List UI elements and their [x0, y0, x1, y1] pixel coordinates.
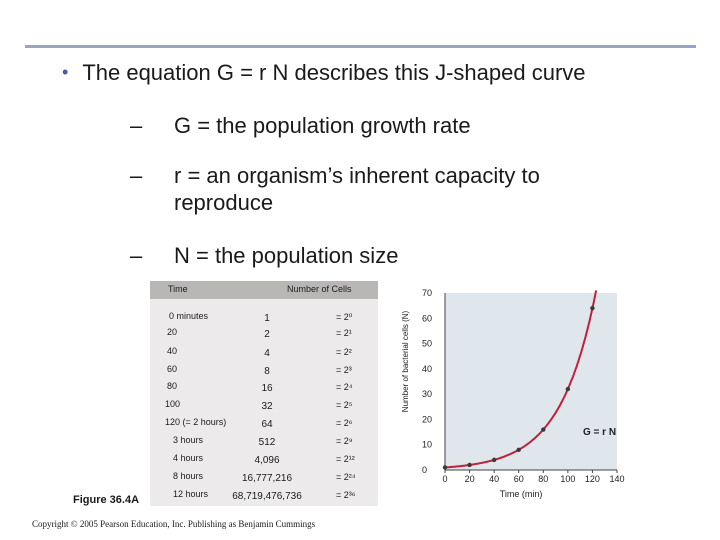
- x-tick-label: 20: [465, 474, 475, 484]
- table-cell-count: 1: [264, 313, 270, 324]
- table-cell-time: 20: [167, 327, 178, 337]
- table-cell-time: 80: [167, 381, 178, 391]
- table-cell-power: = 2⁹: [336, 436, 353, 446]
- y-tick-label: 0: [422, 465, 427, 475]
- table-cell-power: = 2⁵: [336, 400, 353, 410]
- sub-bullet-text: r = an organism’s inherent capacity to r…: [174, 163, 540, 215]
- y-tick-label: 40: [422, 364, 432, 374]
- main-bullet-text: The equation G = r N describes this J-sh…: [82, 60, 586, 85]
- sub-bullet-dash: –: [130, 163, 143, 188]
- table-header-cells: Number of Cells: [287, 284, 352, 294]
- data-point: [442, 465, 448, 470]
- table-cell-time: 4 hours: [173, 453, 204, 463]
- plot-area: [445, 293, 617, 470]
- x-axis-label: Time (min): [500, 489, 543, 499]
- table-header: Time Number of Cells: [150, 281, 378, 299]
- table-cell-count: 16: [261, 383, 273, 394]
- x-tick-label: 120: [585, 474, 600, 484]
- x-tick-label: 80: [538, 474, 548, 484]
- data-point: [516, 447, 521, 452]
- table-cell-time: 8 hours: [173, 471, 204, 481]
- y-tick-label: 30: [422, 389, 432, 399]
- table-cell-count: 4,096: [254, 455, 280, 466]
- data-point: [565, 386, 571, 392]
- x-tick-label: 40: [489, 474, 499, 484]
- copyright-text: Copyright © 2005 Pearson Education, Inc.…: [32, 519, 316, 529]
- y-tick-label: 60: [422, 313, 432, 323]
- table-cell-count: 68,719,476,736: [232, 491, 302, 502]
- table-cell-count: 8: [264, 366, 270, 377]
- table-cell-time: 0 minutes: [169, 311, 209, 321]
- table-cell-count: 64: [261, 419, 273, 430]
- y-tick-label: 50: [422, 339, 432, 349]
- table-cell-time: 40: [167, 346, 178, 356]
- table-cell-power: = 2¹²: [336, 454, 355, 464]
- table-cell-time: 3 hours: [173, 435, 204, 445]
- table-header-time: Time: [168, 284, 188, 294]
- sub-bullet-text: N = the population size: [174, 243, 399, 268]
- sub-bullet-text: G = the population growth rate: [174, 113, 471, 138]
- y-tick-label: 70: [422, 288, 432, 298]
- x-tick-label: 140: [609, 474, 624, 484]
- y-tick-label: 10: [422, 440, 432, 450]
- table-cell-time: 12 hours: [173, 489, 209, 499]
- data-point: [590, 305, 595, 311]
- y-tick-label: 20: [422, 414, 432, 424]
- table-cell-power: = 2²: [336, 347, 352, 357]
- x-tick-label: 100: [560, 474, 575, 484]
- table-cell-power: = 2¹: [336, 328, 352, 338]
- table-cell-time: 120 (= 2 hours): [165, 417, 227, 427]
- x-tick-label: 0: [442, 474, 447, 484]
- data-point: [491, 457, 497, 463]
- main-bullet: • The equation G = r N describes this J-s…: [62, 60, 586, 86]
- cell-count-table: Time Number of Cells 0 minutes 1 = 2⁰ 20 2 = …: [150, 281, 378, 506]
- table-cell-count: 4: [264, 348, 270, 359]
- table-cell-power: = 2⁰: [336, 312, 353, 322]
- data-point: [541, 427, 546, 432]
- table-cell-count: 32: [261, 401, 273, 412]
- table-cell-power: = 2⁴: [336, 382, 353, 392]
- table-cell-power: = 2⁶: [336, 418, 353, 428]
- sub-bullet-dash: –: [130, 243, 143, 268]
- bullet-dot-icon: •: [62, 62, 69, 82]
- table-cell-power: = 2³: [336, 365, 352, 375]
- table-cell-power: = 2²⁴: [336, 472, 356, 482]
- x-tick-label: 60: [514, 474, 524, 484]
- sub-bullet-dash: –: [130, 113, 143, 138]
- table-cell-count: 512: [258, 437, 276, 448]
- title-rule: [25, 45, 696, 48]
- growth-chart: 0 10 20 30 40 50 60 70 0 20 40 60 80 100 120 140 Time (m…: [401, 288, 625, 499]
- table-cell-time: 100: [165, 399, 181, 409]
- table-cell-count: 2: [264, 329, 270, 340]
- figure-label: Figure 36.4A: [73, 494, 140, 506]
- table-cell-time: 60: [167, 364, 178, 374]
- table-cell-power: = 2³⁶: [336, 490, 356, 500]
- curve-annotation: G = r N: [583, 427, 616, 438]
- data-point: [467, 462, 472, 468]
- y-axis-label: Number of bacterial cells (N): [401, 310, 410, 412]
- table-cell-count: 16,777,216: [241, 473, 293, 484]
